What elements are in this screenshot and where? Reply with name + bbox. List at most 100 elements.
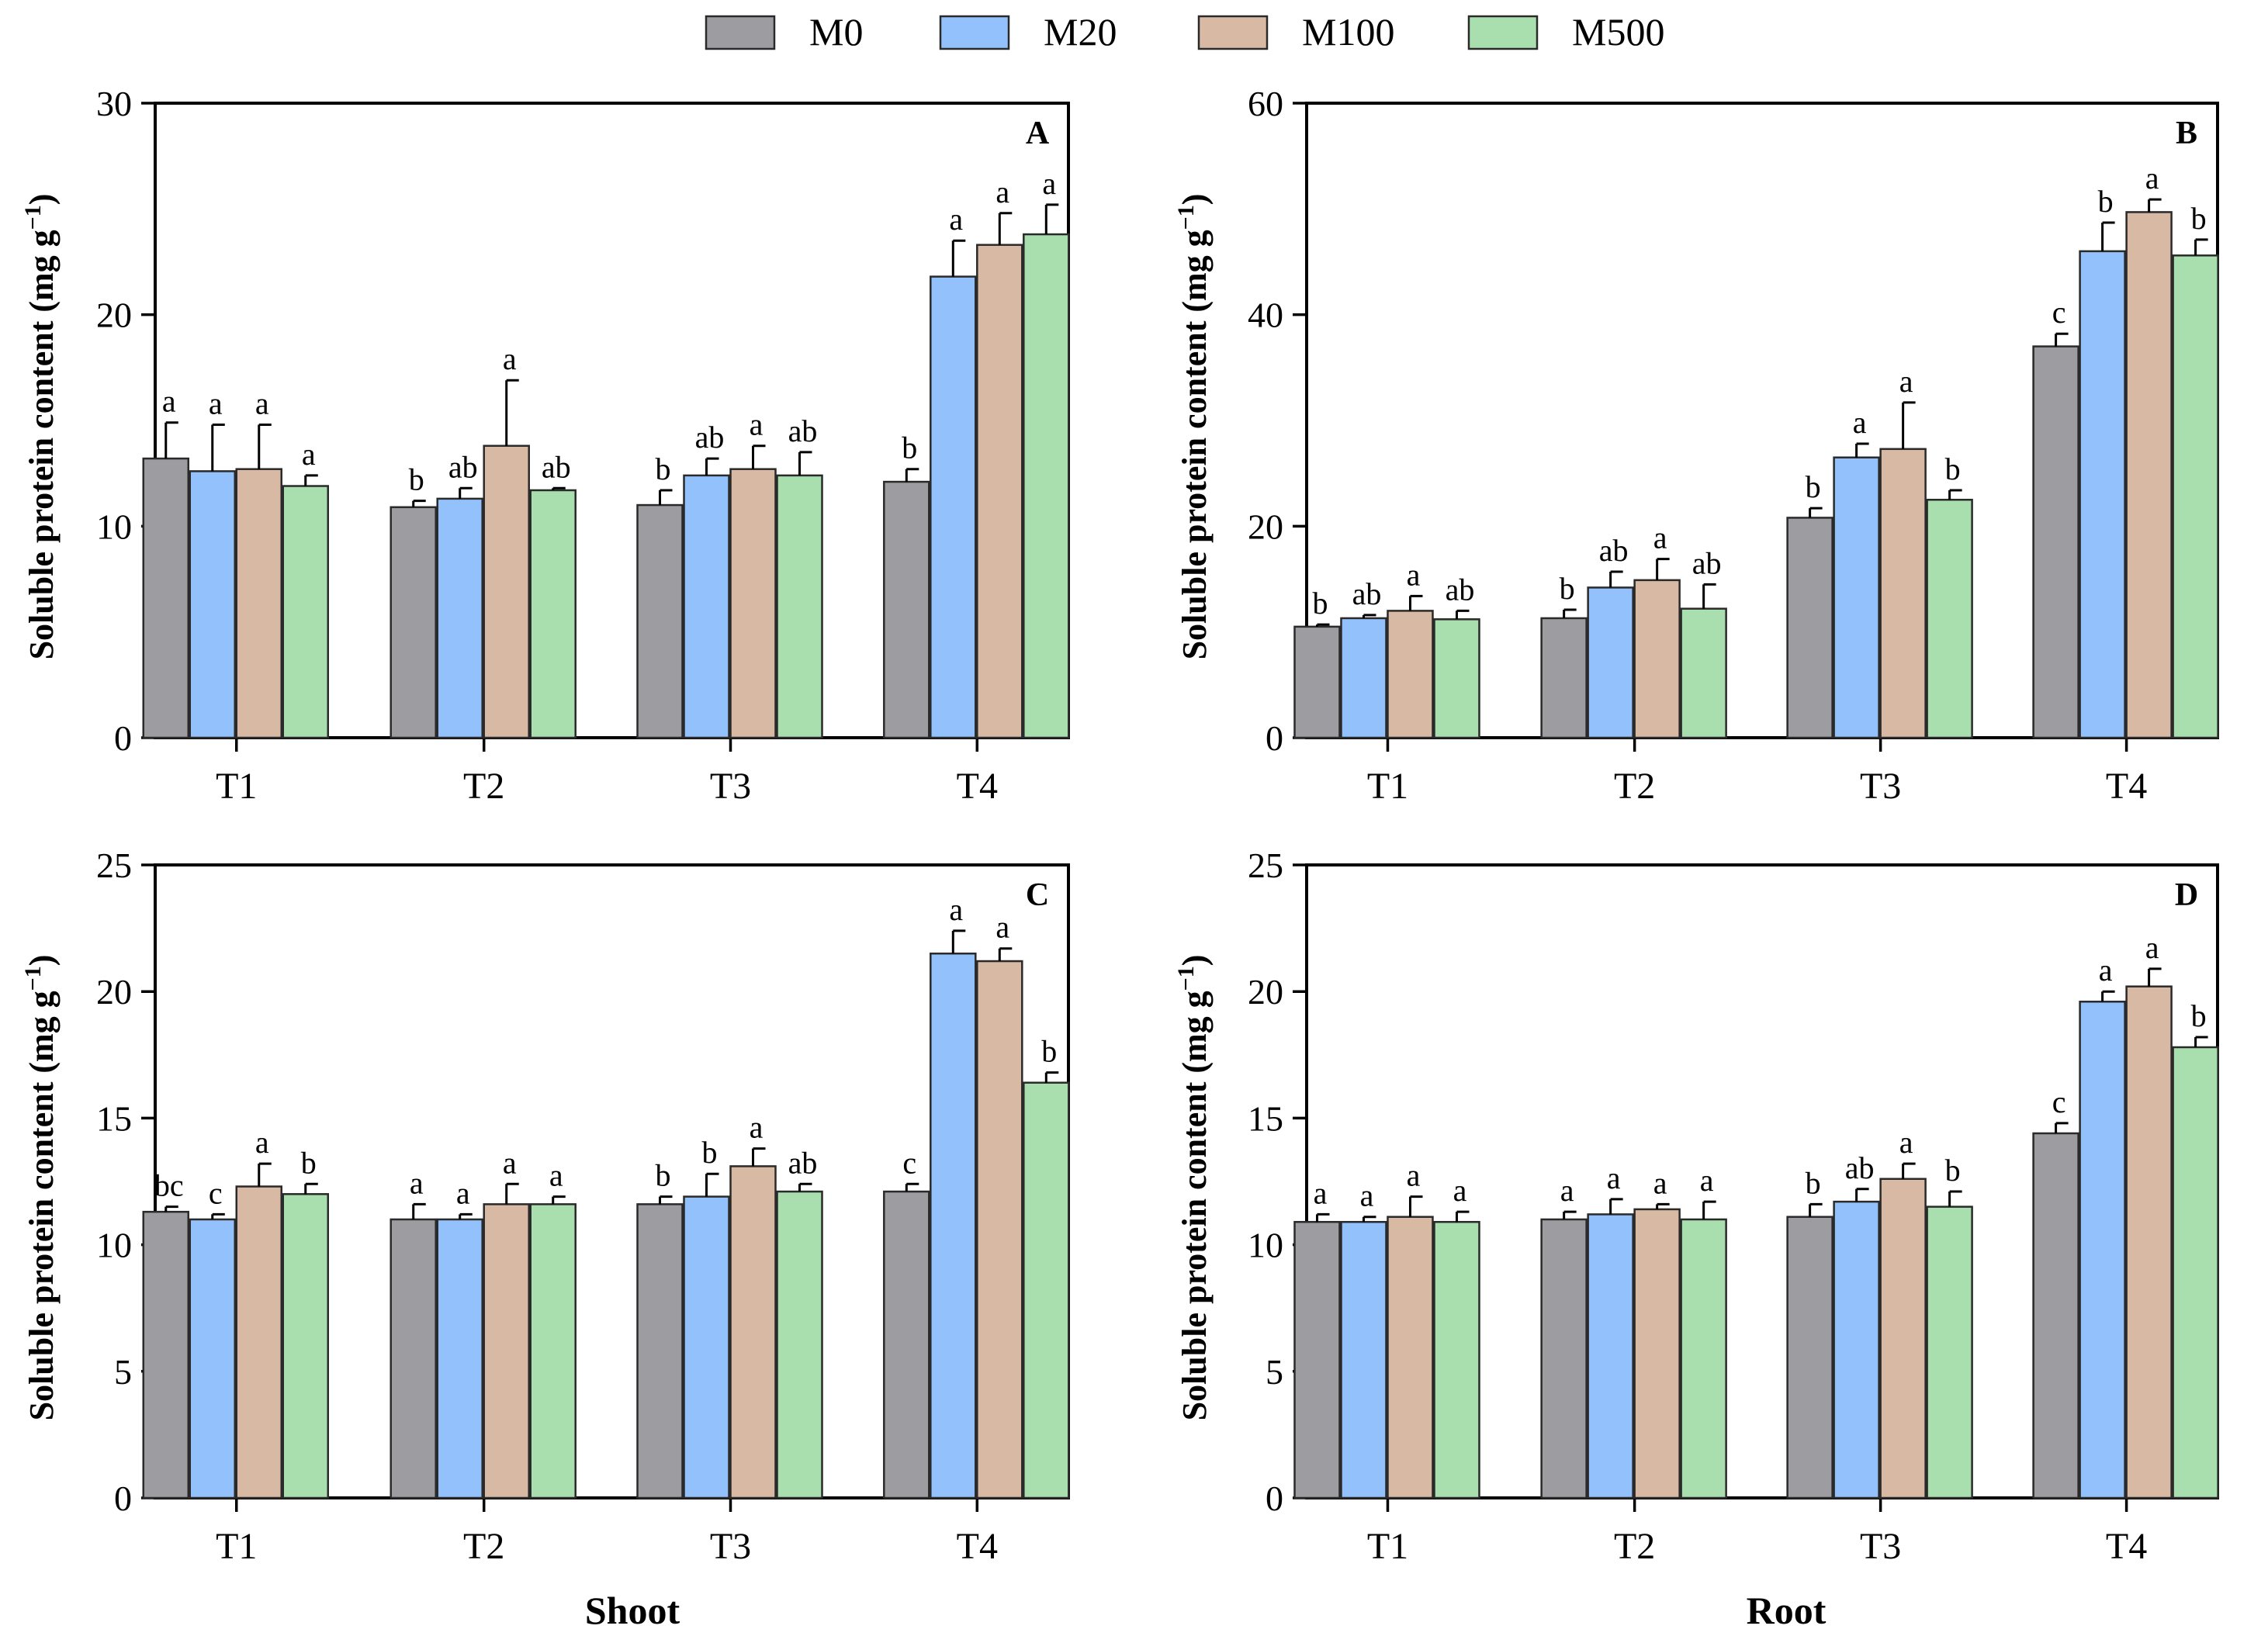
x-tick-label-d: T2 xyxy=(1614,1526,1655,1567)
y-tick-label-c: 25 xyxy=(96,846,132,885)
bar-a-t1-m0 xyxy=(142,457,190,739)
y-tick-label-b: 60 xyxy=(1248,84,1283,123)
significance-letter-b-t1-m20: ab xyxy=(1352,576,1382,611)
y-tick-label-d: 25 xyxy=(1248,846,1283,885)
error-bar-b-t2-m500 xyxy=(1702,583,1716,609)
error-bar-b-t2-m20 xyxy=(1609,570,1623,588)
error-bar-d-t3-m0 xyxy=(1809,1202,1823,1217)
significance-letter-c-t2-m500: a xyxy=(549,1158,563,1193)
y-axis-title-main: Soluble protein content (mg g xyxy=(1176,991,1214,1420)
bar-d-t3-m0 xyxy=(1786,1216,1833,1499)
error-bar-d-t1-m0 xyxy=(1315,1212,1330,1223)
significance-letter-a-t3-m20: ab xyxy=(695,420,725,455)
significance-letter-a-t1-m500: a xyxy=(302,437,316,472)
significance-letter-d-t2-m500: a xyxy=(1700,1163,1714,1198)
bar-c-t1-m100 xyxy=(235,1185,283,1499)
bar-d-t2-m0 xyxy=(1540,1218,1588,1499)
error-bar-a-t3-m0 xyxy=(659,489,673,506)
significance-letter-b-t2-m0: b xyxy=(1560,571,1575,606)
panel-b: 0 20 40 60 Soluble protein content (mg g−1) B… xyxy=(1173,84,2219,807)
bar-d-t4-m20 xyxy=(2079,1001,2126,1499)
y-tick-label-b: 0 xyxy=(1266,718,1283,758)
error-bar-a-t4-m500 xyxy=(1044,203,1059,235)
y-axis-title-main: Soluble protein content (mg g xyxy=(1176,230,1214,659)
bar-a-t3-m100 xyxy=(729,468,777,739)
significance-letter-c-t3-m20: b xyxy=(702,1135,718,1170)
y-tick-label-c: 5 xyxy=(114,1352,132,1392)
significance-letter-c-t4-m0: c xyxy=(902,1145,916,1180)
bar-d-t3-m500 xyxy=(1926,1205,1973,1499)
significance-letter-d-t3-m0: b xyxy=(1806,1165,1821,1200)
y-tick-label-d: 0 xyxy=(1266,1479,1283,1518)
x-tick-label-a: T2 xyxy=(463,766,504,807)
error-bar-a-t2-m500 xyxy=(552,486,566,490)
x-tick-label-b: T1 xyxy=(1367,766,1408,807)
x-tick-label-c: T4 xyxy=(957,1526,998,1567)
bar-c-t4-m500 xyxy=(1023,1081,1070,1499)
y-axis-title-sup: −1 xyxy=(1173,205,1199,230)
x-tick-label-a: T1 xyxy=(216,766,257,807)
error-bar-c-t2-m500 xyxy=(552,1195,566,1205)
error-bar-c-t4-m20 xyxy=(951,929,966,954)
error-bar-d-t4-m500 xyxy=(2194,1036,2208,1048)
error-bar-a-t2-m100 xyxy=(505,379,519,446)
bar-a-t4-m100 xyxy=(976,244,1023,739)
bar-a-t3-m500 xyxy=(776,474,823,739)
bar-a-t3-m0 xyxy=(636,503,684,739)
y-tick-label-a: 10 xyxy=(96,507,132,546)
bar-c-t1-m0 xyxy=(142,1210,190,1499)
y-tick-label-c: 10 xyxy=(96,1226,132,1265)
significance-letter-a-t1-m0: a xyxy=(162,384,176,419)
panel-a: 0 10 20 30 Soluble protein content (mg g−1) A… xyxy=(20,84,1070,807)
bar-b-t3-m0 xyxy=(1786,517,1833,739)
error-bar-c-t3-m500 xyxy=(798,1182,812,1192)
significance-letter-d-t1-m0: a xyxy=(1314,1175,1328,1210)
x-tick-label-c: T2 xyxy=(463,1526,504,1567)
significance-letter-c-t4-m500: b xyxy=(1041,1034,1057,1069)
significance-letter-a-t3-m0: b xyxy=(656,451,671,486)
bar-b-t4-m100 xyxy=(2125,211,2173,739)
panel-c: 0 5 10 15 20 25 Soluble protein content (mg g−… xyxy=(20,846,1070,1567)
y-tick-label-b: 40 xyxy=(1248,296,1283,335)
significance-letter-d-t3-m100: a xyxy=(1899,1125,1913,1160)
x-tick-label-d: T4 xyxy=(2106,1526,2147,1567)
legend-label-m100: M100 xyxy=(1302,10,1394,54)
legend-swatch-m100 xyxy=(1197,15,1269,50)
bar-b-t2-m0 xyxy=(1540,617,1588,739)
error-bar-b-t2-m100 xyxy=(1656,558,1670,580)
y-tick-label-b: 20 xyxy=(1248,507,1283,546)
significance-letter-b-t4-m100: a xyxy=(2145,161,2159,195)
error-bar-b-t3-m100 xyxy=(1902,401,1916,449)
significance-letter-b-t2-m500: ab xyxy=(1692,545,1722,580)
significance-letter-c-t1-m0: bc xyxy=(154,1168,184,1203)
bar-b-t2-m20 xyxy=(1587,586,1634,739)
error-bar-b-t1-m500 xyxy=(1455,609,1470,620)
bar-a-t2-m100 xyxy=(483,444,530,739)
significance-letter-b-t3-m20: a xyxy=(1853,405,1867,440)
x-tick-label-d: T3 xyxy=(1860,1526,1901,1567)
bar-d-t2-m20 xyxy=(1587,1213,1634,1499)
error-bar-d-t4-m100 xyxy=(2148,967,2162,987)
panel-tag-c: C xyxy=(1026,877,1049,913)
bar-a-t2-m0 xyxy=(390,506,437,739)
error-bar-d-t2-m100 xyxy=(1656,1202,1670,1209)
error-bar-d-t3-m500 xyxy=(1948,1190,1962,1207)
bar-c-t2-m500 xyxy=(529,1203,577,1499)
bar-a-t4-m0 xyxy=(883,480,930,739)
error-bar-a-t4-m0 xyxy=(905,468,919,482)
y-axis-title-close: ) xyxy=(23,194,61,206)
significance-letter-c-t3-m0: b xyxy=(656,1158,671,1193)
error-bar-c-t1-m20 xyxy=(211,1212,225,1219)
bar-c-t3-m20 xyxy=(683,1195,730,1499)
bar-c-t4-m20 xyxy=(930,952,977,1499)
significance-letter-b-t4-m20: b xyxy=(2098,184,2114,219)
y-tick-label-d: 10 xyxy=(1248,1226,1283,1265)
error-bar-b-t4-m20 xyxy=(2101,221,2115,251)
significance-letter-d-t1-m100: a xyxy=(1407,1158,1421,1193)
significance-letter-b-t2-m100: a xyxy=(1653,521,1667,555)
significance-letter-c-t2-m100: a xyxy=(503,1145,517,1180)
error-bar-d-t2-m20 xyxy=(1609,1198,1623,1215)
significance-letter-d-t3-m500: b xyxy=(1945,1153,1961,1188)
bar-b-t2-m500 xyxy=(1680,607,1727,739)
